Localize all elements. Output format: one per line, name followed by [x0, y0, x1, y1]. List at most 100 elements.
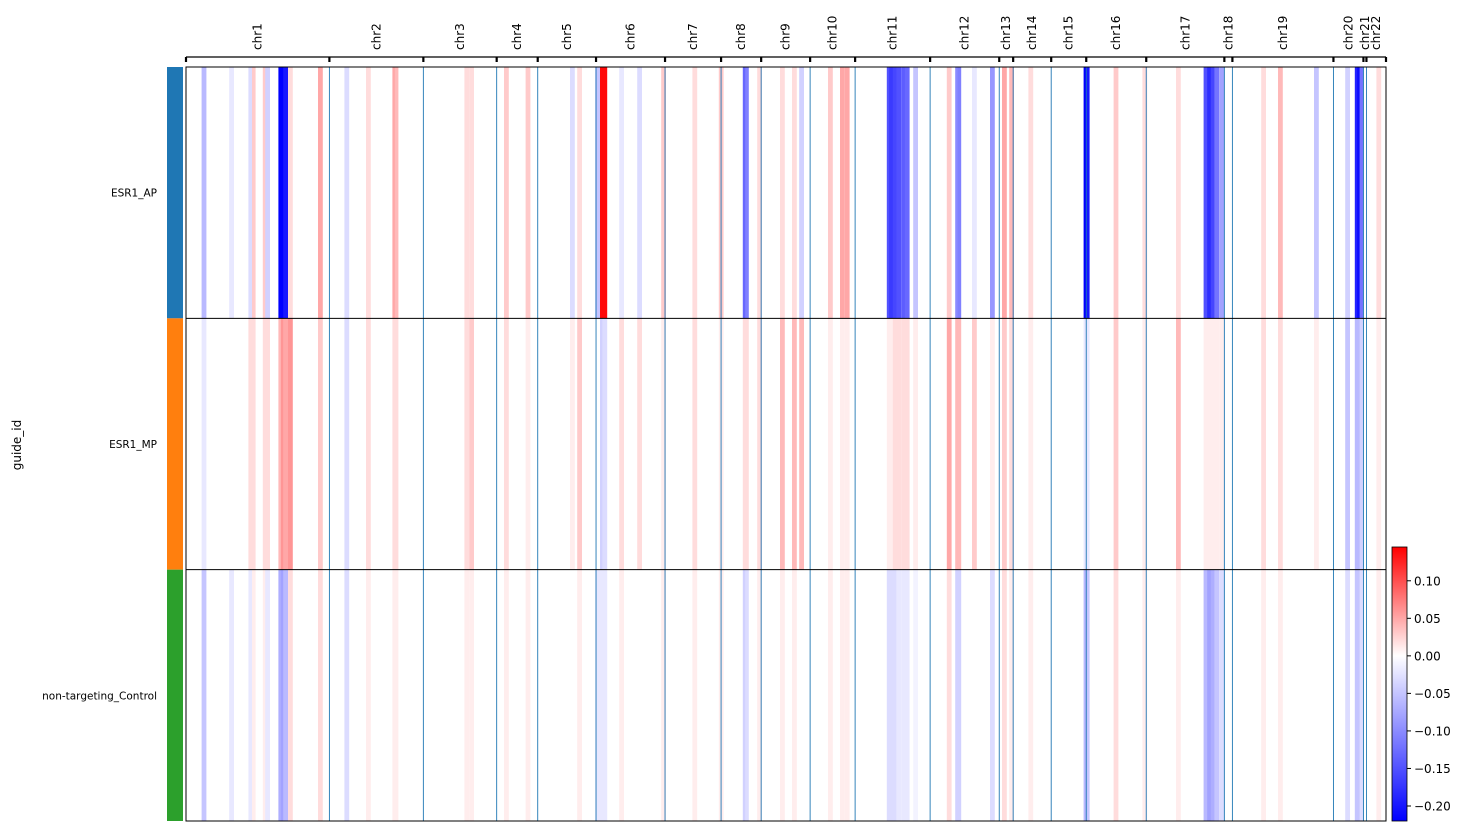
- heatmap-cell: [229, 67, 234, 319]
- heatmap-cell: [742, 569, 748, 821]
- heatmap-cell: [229, 318, 234, 570]
- heatmap-cell: [692, 318, 698, 570]
- heatmap-cell: [318, 569, 323, 821]
- heatmap-cell: [1376, 318, 1382, 570]
- chromosome-labels: chr1 chr2 chr3 chr4 chr5 chr6 chr7 chr8 chr9 chr1…: [251, 16, 1384, 50]
- heatmap-cell: [1278, 67, 1283, 319]
- chromosome-label: chr18: [1221, 16, 1235, 50]
- colorbar-tick-label: −0.10: [1414, 724, 1451, 738]
- heatmap-cell: [249, 67, 254, 319]
- group-label: non-targeting_Control: [42, 690, 157, 702]
- chromosome-label: chr19: [1276, 16, 1290, 50]
- heatmap-cell: [844, 318, 850, 570]
- colorbar-tick-label: 0.05: [1414, 612, 1441, 626]
- group-label: ESR1_MP: [109, 439, 157, 451]
- colorbar-tick-label: 0.10: [1414, 574, 1441, 588]
- heatmap-cell: [266, 569, 270, 821]
- heatmap-cell: [896, 67, 902, 319]
- chromosome-label: chr2: [369, 23, 383, 50]
- heatmap-cell: [913, 318, 918, 570]
- heatmap-cell: [525, 67, 531, 319]
- chromosome-label: chr16: [1109, 16, 1123, 50]
- heatmap-cell: [394, 67, 399, 319]
- heatmap-cell: [1009, 67, 1014, 319]
- heatmap-cell: [602, 67, 608, 319]
- heatmap-cell: [896, 318, 902, 570]
- chromosome-label: chr21: [1358, 16, 1372, 50]
- heatmap-cell: [504, 67, 509, 319]
- heatmap-cell: [570, 318, 575, 570]
- heatmap-cell: [201, 318, 207, 570]
- heatmap-cell: [249, 569, 254, 821]
- heatmap-background: [186, 67, 1386, 821]
- heatmap-cell: [901, 67, 906, 319]
- heatmap-cell: [229, 569, 234, 821]
- heatmap-cell: [1219, 318, 1224, 570]
- heatmap-cell: [1176, 67, 1181, 319]
- heatmap-cell: [1219, 67, 1224, 319]
- colorbar: −0.20 −0.15 −0.10 −0.05 0.00 0.05 0.10: [1391, 546, 1451, 822]
- heatmap-cell: [957, 318, 962, 570]
- heatmap-cell: [1002, 569, 1007, 821]
- heatmap-cell: [464, 318, 470, 570]
- heatmap-cell: [990, 318, 995, 570]
- heatmap-cell: [780, 569, 785, 821]
- heatmap-cell: [637, 569, 642, 821]
- heatmap-cell: [249, 318, 254, 570]
- heatmap-cell: [1210, 318, 1216, 570]
- group-labels: ESR1_AP ESR1_MP non-targeting_Control: [42, 188, 157, 703]
- heatmap-cell: [889, 569, 894, 821]
- chromosome-label: chr5: [560, 23, 574, 50]
- heatmap-cell: [1261, 67, 1266, 319]
- heatmap-cell: [1359, 569, 1364, 821]
- group-label: ESR1_AP: [111, 188, 157, 200]
- heatmap-cell: [692, 569, 698, 821]
- heatmap-cell: [252, 318, 256, 570]
- chromosome-label: chr11: [886, 16, 900, 50]
- heatmap-cell: [504, 569, 509, 821]
- heatmap-cell: [262, 67, 268, 319]
- heatmap-cell: [1278, 569, 1283, 821]
- heatmap-cell: [757, 318, 762, 570]
- heatmap-cell: [844, 569, 850, 821]
- heatmap-cell: [946, 569, 952, 821]
- heatmap-cell: [318, 67, 323, 319]
- chromosome-label: chr4: [510, 23, 524, 50]
- heatmap-cell: [525, 569, 531, 821]
- heatmap-cell: [896, 569, 902, 821]
- heatmap-cell: [792, 318, 797, 570]
- heatmap-cell: [525, 318, 531, 570]
- heatmap-cell: [844, 67, 850, 319]
- heatmap-cell: [1002, 318, 1007, 570]
- heatmap-cell: [366, 318, 371, 570]
- heatmap-cell: [469, 67, 474, 319]
- heatmap-cell: [280, 67, 286, 319]
- group-color-block: [167, 569, 183, 821]
- chromosome-label: chr14: [1025, 16, 1039, 50]
- heatmap-cell: [745, 318, 749, 570]
- group-color-block: [167, 318, 183, 570]
- heatmap-cell: [946, 318, 952, 570]
- heatmap-cell: [828, 569, 833, 821]
- heatmap-cell: [1203, 569, 1209, 821]
- heatmap-cell: [619, 569, 624, 821]
- heatmap-cell: [889, 318, 894, 570]
- heatmap-cell: [266, 67, 270, 319]
- heatmap-cell: [469, 318, 474, 570]
- heatmap-cell: [1176, 569, 1181, 821]
- chromosome-label: chr20: [1341, 16, 1355, 50]
- chromosome-bracket: [184, 56, 1388, 62]
- heatmap-cell: [1113, 67, 1119, 319]
- heatmap-cell: [1203, 318, 1209, 570]
- heatmap-cell: [892, 67, 898, 319]
- heatmap-cell: [602, 569, 608, 821]
- heatmap-cell: [1009, 318, 1014, 570]
- heatmap-cell: [972, 67, 977, 319]
- heatmap-cell: [692, 67, 698, 319]
- heatmap-cell: [745, 569, 749, 821]
- heatmap-cell: [886, 67, 892, 319]
- heatmap-cell: [972, 569, 977, 821]
- heatmap-cell: [1028, 318, 1034, 570]
- heatmap-cell: [1359, 318, 1364, 570]
- heatmap-cell: [201, 67, 207, 319]
